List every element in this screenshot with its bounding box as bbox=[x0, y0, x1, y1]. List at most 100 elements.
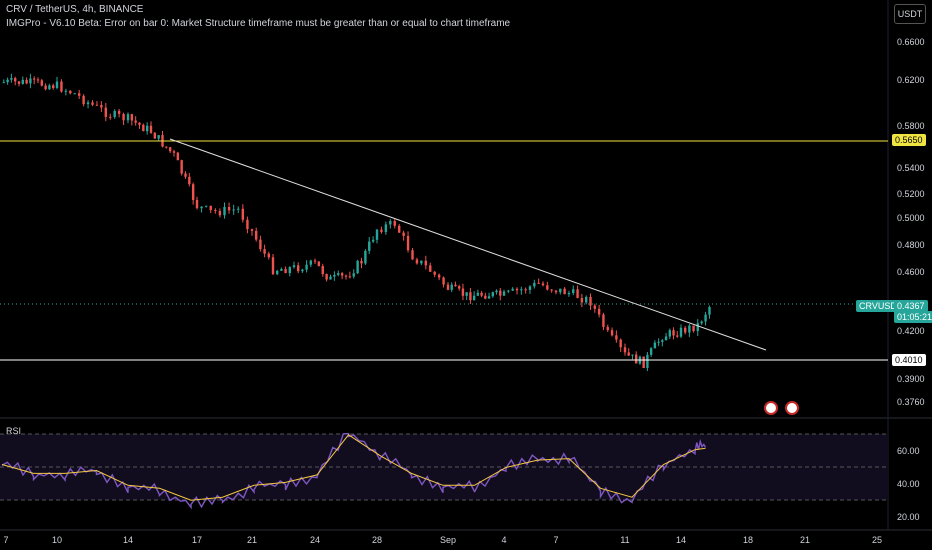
candle-body bbox=[165, 146, 168, 148]
candle-body bbox=[554, 290, 558, 293]
candle-body bbox=[191, 184, 195, 200]
candle-body bbox=[142, 124, 145, 132]
candle-body bbox=[218, 210, 222, 216]
candle-body bbox=[429, 265, 432, 272]
candle-body bbox=[44, 85, 47, 90]
candle-body bbox=[14, 78, 17, 82]
candle-body bbox=[95, 104, 99, 106]
candle-body bbox=[325, 274, 328, 280]
time-tick-label: 7 bbox=[3, 535, 8, 545]
level-upper-tag: 0.5650 bbox=[892, 134, 926, 146]
candle-body bbox=[246, 219, 249, 230]
candle-body bbox=[337, 273, 340, 275]
candle-body bbox=[188, 176, 191, 185]
candle-body bbox=[511, 288, 514, 291]
candle-body bbox=[255, 230, 258, 240]
candle-body bbox=[267, 253, 270, 258]
candle-body bbox=[259, 239, 262, 250]
candle-body bbox=[301, 269, 304, 272]
candle-body bbox=[280, 269, 283, 271]
candle-body bbox=[371, 239, 375, 242]
candle-body bbox=[495, 290, 498, 293]
last-price-tag: 0.4367 bbox=[894, 300, 928, 312]
candle-body bbox=[393, 220, 396, 226]
candle-body bbox=[297, 265, 300, 272]
time-tick-label: 21 bbox=[800, 535, 810, 545]
time-tick-label: Sep bbox=[440, 535, 456, 545]
candle-body bbox=[52, 85, 55, 89]
candle-body bbox=[692, 325, 695, 332]
trendline[interactable] bbox=[169, 138, 799, 415]
symbol-title: CRV / TetherUS, 4h, BINANCE bbox=[6, 4, 144, 15]
candle-body bbox=[469, 292, 472, 301]
candle-body bbox=[480, 292, 483, 296]
candle-body bbox=[437, 274, 441, 278]
candle-body bbox=[333, 274, 336, 277]
rsi-tick-label: 40.00 bbox=[897, 479, 920, 489]
candle-body bbox=[465, 292, 468, 296]
candle-body bbox=[657, 341, 660, 343]
candle-body bbox=[384, 224, 388, 233]
candle-body bbox=[184, 173, 187, 177]
candle-body bbox=[664, 336, 668, 341]
candle-body bbox=[130, 114, 134, 121]
candle-body bbox=[117, 110, 121, 114]
candle-body bbox=[646, 354, 649, 368]
candle-body bbox=[653, 342, 657, 349]
horizontal-levels[interactable] bbox=[0, 140, 888, 361]
candle-body bbox=[356, 260, 359, 274]
candle-body bbox=[250, 229, 254, 231]
candle-body bbox=[683, 327, 687, 333]
candle-body bbox=[348, 276, 352, 278]
candle-body bbox=[635, 354, 638, 364]
candle-body bbox=[86, 102, 90, 105]
candle-body bbox=[546, 285, 549, 290]
candle-body bbox=[442, 277, 445, 285]
candle-body bbox=[25, 79, 28, 84]
time-tick-label: 7 bbox=[553, 535, 558, 545]
rsi-label: RSI bbox=[6, 426, 22, 436]
candle-body bbox=[623, 347, 627, 353]
candle-body bbox=[344, 275, 348, 277]
rsi-ma-line bbox=[1, 434, 706, 501]
candle-body bbox=[227, 207, 231, 211]
currency-button[interactable]: USDT bbox=[894, 4, 926, 24]
time-tick-label: 28 bbox=[372, 535, 382, 545]
candle-body bbox=[661, 340, 664, 342]
candle-body bbox=[580, 297, 584, 303]
candle-body bbox=[627, 352, 630, 356]
candle-body bbox=[33, 78, 36, 80]
candle-body bbox=[292, 265, 296, 268]
candle-body bbox=[679, 327, 683, 337]
candle-body bbox=[700, 321, 703, 324]
candle-body bbox=[610, 330, 614, 336]
candle-body bbox=[615, 335, 618, 340]
candle-body bbox=[153, 132, 157, 139]
candle-body bbox=[223, 207, 226, 216]
candle-body bbox=[631, 354, 634, 356]
symbol-tag: CRVUSDT bbox=[856, 300, 906, 312]
candle-body bbox=[420, 260, 423, 264]
candle-body bbox=[113, 110, 116, 117]
candle-body bbox=[309, 260, 312, 265]
candle-body bbox=[40, 80, 43, 86]
candle-body bbox=[491, 292, 494, 297]
candle-body bbox=[364, 250, 367, 264]
candle-body bbox=[237, 208, 240, 210]
candle-body bbox=[195, 199, 199, 209]
candle-body bbox=[200, 206, 203, 209]
candle-body bbox=[271, 257, 275, 275]
candle-body bbox=[676, 335, 679, 337]
price-tick-label: 0.4600 bbox=[897, 267, 925, 277]
price-tick-label: 0.4200 bbox=[897, 326, 925, 336]
candle-body bbox=[77, 93, 81, 96]
candle-body bbox=[567, 292, 571, 295]
candle-body bbox=[2, 82, 5, 84]
time-tick-label: 21 bbox=[247, 535, 257, 545]
candle-body bbox=[263, 249, 266, 254]
candle-body bbox=[559, 288, 562, 293]
candle-body bbox=[696, 323, 699, 332]
candle-body bbox=[380, 229, 383, 233]
candle-body bbox=[232, 209, 235, 211]
